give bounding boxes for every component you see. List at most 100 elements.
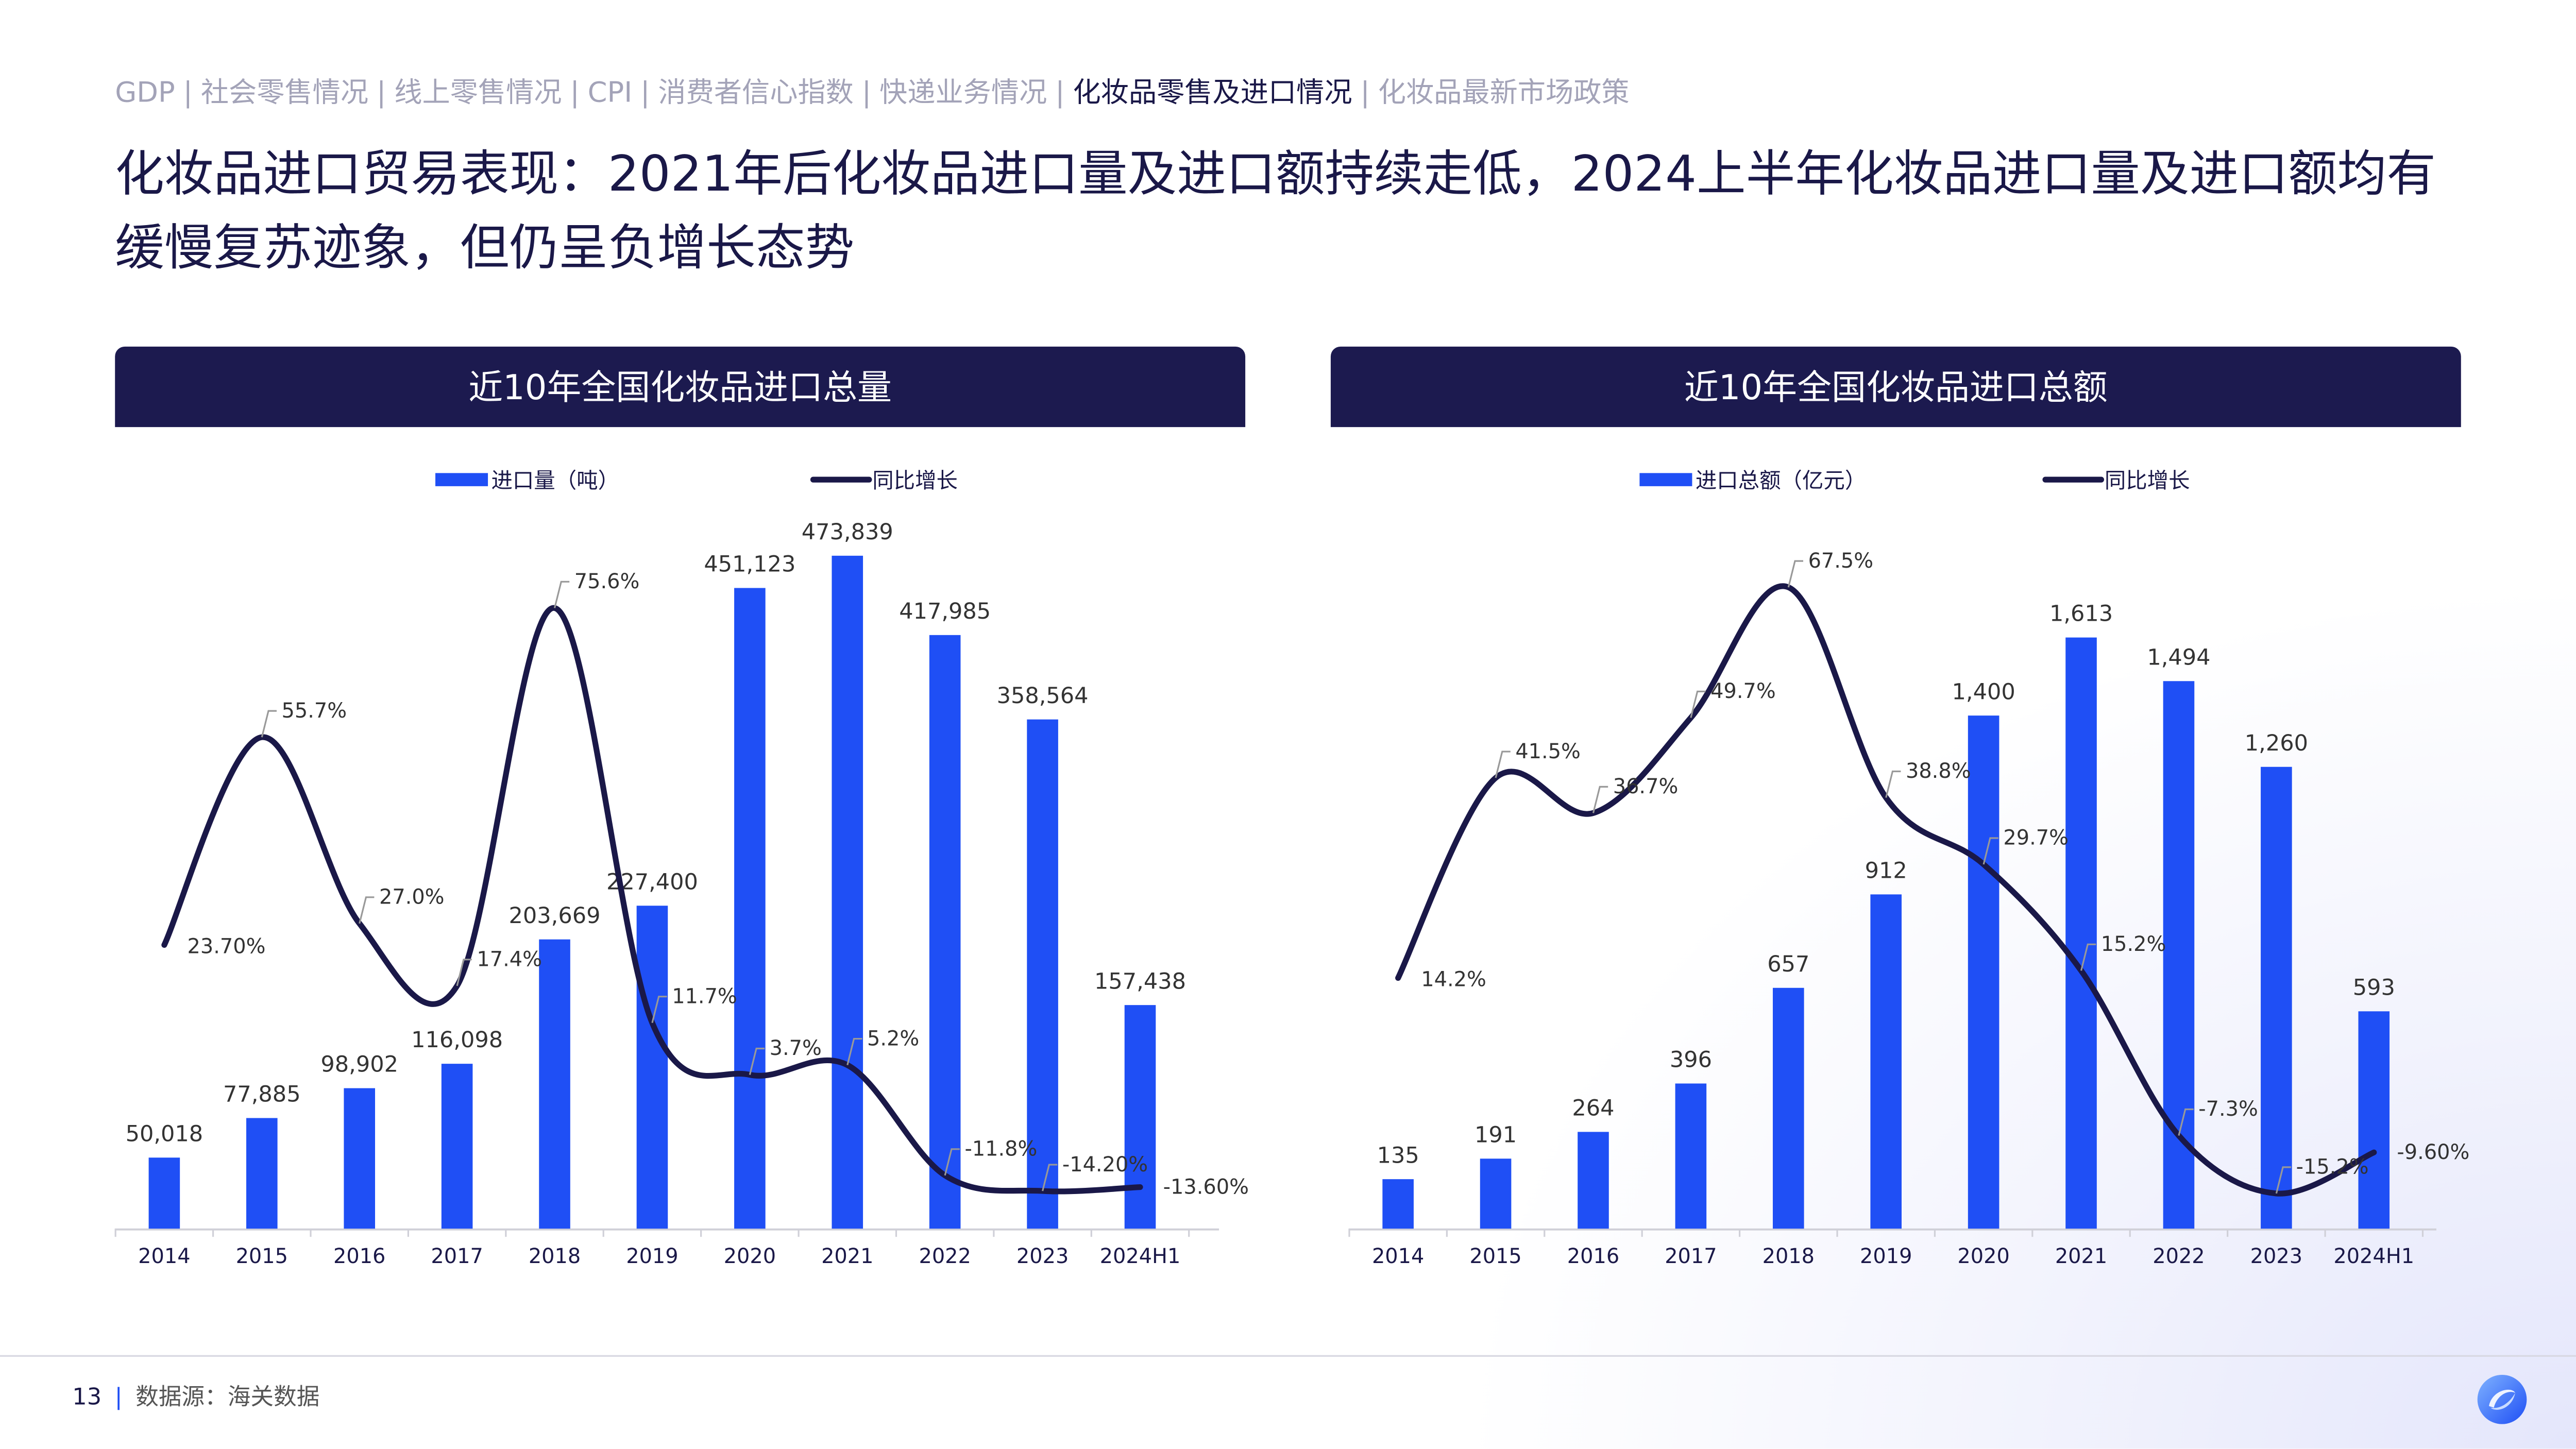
bar-value-label: 203,669 — [509, 903, 601, 929]
label-leader — [261, 710, 277, 738]
legend-label: 进口总额（亿元） — [1696, 468, 1867, 493]
x-tick-label: 2017 — [431, 1245, 483, 1268]
nav-separator: | — [377, 77, 386, 110]
x-tick-label: 2024H1 — [2333, 1245, 2414, 1268]
growth-value-label: 27.0% — [379, 885, 445, 909]
bar-value-label: 417,985 — [899, 599, 991, 624]
label-leader — [1885, 770, 1901, 798]
bar — [1870, 894, 1902, 1229]
label-leader — [2275, 1166, 2292, 1194]
label-leader — [651, 996, 667, 1024]
nav-item[interactable]: 社会零售情况 — [200, 77, 369, 110]
bar — [832, 555, 863, 1229]
growth-value-label: 29.7% — [2003, 826, 2069, 850]
x-tick-label: 2022 — [2153, 1245, 2205, 1268]
legend-bar-swatch — [1639, 473, 1692, 486]
x-tick-label: 2015 — [1469, 1245, 1521, 1268]
growth-value-label: 41.5% — [1515, 740, 1581, 763]
nav-item[interactable]: 化妆品零售及进口情况 — [1073, 77, 1352, 110]
label-leader — [2178, 1108, 2194, 1136]
growth-value-label: 14.2% — [1421, 968, 1486, 992]
bar — [1027, 719, 1058, 1229]
label-leader — [1495, 751, 1511, 778]
x-tick-label: 2019 — [1860, 1245, 1912, 1268]
growth-line — [1395, 583, 2377, 1197]
x-tick-label: 2014 — [1372, 1245, 1424, 1268]
label-leader — [944, 1148, 960, 1176]
growth-value-label: -7.3% — [2198, 1097, 2258, 1121]
bar — [148, 1157, 180, 1229]
growth-value-label: 15.2% — [2101, 932, 2166, 956]
growth-value-label: 67.5% — [1808, 549, 1874, 573]
growth-value-label: -11.8% — [964, 1137, 1037, 1161]
page-title: 化妆品进口贸易表现：2021年后化妆品进口量及进口额持续走低，2024上半年化妆… — [115, 146, 2436, 278]
bar-value-label: 451,123 — [704, 552, 795, 577]
legend-label: 同比增长 — [2105, 468, 2190, 493]
bar — [734, 588, 766, 1229]
bar — [929, 635, 961, 1229]
nav-item[interactable]: CPI — [587, 77, 633, 110]
nav-item[interactable]: 线上零售情况 — [394, 77, 562, 110]
growth-value-label: 17.4% — [477, 948, 542, 971]
x-tick-label: 2021 — [2055, 1245, 2107, 1268]
bar — [539, 939, 570, 1229]
bar-value-label: 1,494 — [2147, 644, 2210, 670]
x-tick-label: 2023 — [1016, 1245, 1069, 1268]
x-tick-label: 2018 — [1762, 1245, 1815, 1268]
nav-separator: | — [1055, 77, 1065, 110]
growth-value-label: -15.2% — [2296, 1155, 2369, 1179]
bar-value-label: 50,018 — [126, 1121, 204, 1147]
growth-value-label: -9.60% — [2397, 1140, 2469, 1164]
growth-line — [161, 605, 1143, 1195]
bar-value-label: 1,400 — [1952, 679, 2015, 705]
nav-separator: | — [183, 77, 193, 110]
bar-value-label: 1,260 — [2245, 730, 2308, 756]
x-tick-label: 2019 — [626, 1245, 678, 1268]
label-leader — [1982, 837, 1998, 865]
bar-value-label: 264 — [1572, 1095, 1614, 1121]
x-tick-label: 2020 — [724, 1245, 776, 1268]
x-tick-label: 2023 — [2250, 1245, 2302, 1268]
bar-value-label: 912 — [1865, 858, 1907, 883]
bar — [1578, 1132, 1609, 1229]
bar — [1480, 1158, 1512, 1229]
nav-separator: | — [1360, 77, 1370, 110]
bar — [1968, 715, 1999, 1229]
bar-value-label: 396 — [1670, 1047, 1712, 1073]
bar-value-label: 1,613 — [2049, 601, 2113, 627]
bar-value-label: 98,902 — [320, 1052, 398, 1078]
label-leader — [359, 896, 375, 924]
x-tick-label: 2017 — [1665, 1245, 1717, 1268]
page-number: 13 — [72, 1385, 102, 1411]
nav-separator: | — [640, 77, 650, 110]
bar-value-label: 657 — [1767, 951, 1809, 977]
bar — [1124, 1005, 1156, 1229]
bar — [2261, 766, 2292, 1229]
label-leader — [1592, 786, 1608, 813]
bar — [1675, 1083, 1707, 1229]
growth-value-label: 49.7% — [1710, 679, 1776, 703]
growth-value-label: 38.8% — [1906, 759, 1971, 783]
growth-value-label: 36.7% — [1613, 775, 1679, 798]
bar — [2065, 637, 2097, 1229]
footer-separator: | — [114, 1385, 123, 1411]
growth-value-label: -13.60% — [1163, 1175, 1249, 1199]
brand-logo-icon — [2477, 1375, 2527, 1424]
chart-1-header: 近10年全国化妆品进口总量 — [115, 346, 1246, 428]
x-tick-label: 2022 — [919, 1245, 971, 1268]
nav-item[interactable]: GDP — [115, 77, 175, 110]
nav-item[interactable]: 化妆品最新市场政策 — [1378, 77, 1630, 110]
legend-label: 同比增长 — [872, 468, 958, 493]
nav-separator: | — [570, 77, 580, 110]
nav-item[interactable]: 快递业务情况 — [879, 77, 1047, 110]
growth-value-label: -14.20% — [1062, 1153, 1148, 1177]
bar — [246, 1118, 278, 1229]
label-leader — [749, 1047, 765, 1075]
label-leader — [2080, 943, 2096, 971]
data-source: 数据源：海关数据 — [135, 1385, 320, 1411]
nav-item[interactable]: 消费者信心指数 — [658, 77, 854, 110]
bar-value-label: 473,839 — [802, 519, 893, 545]
bar — [1773, 987, 1804, 1229]
bar-value-label: 358,564 — [997, 683, 1089, 709]
